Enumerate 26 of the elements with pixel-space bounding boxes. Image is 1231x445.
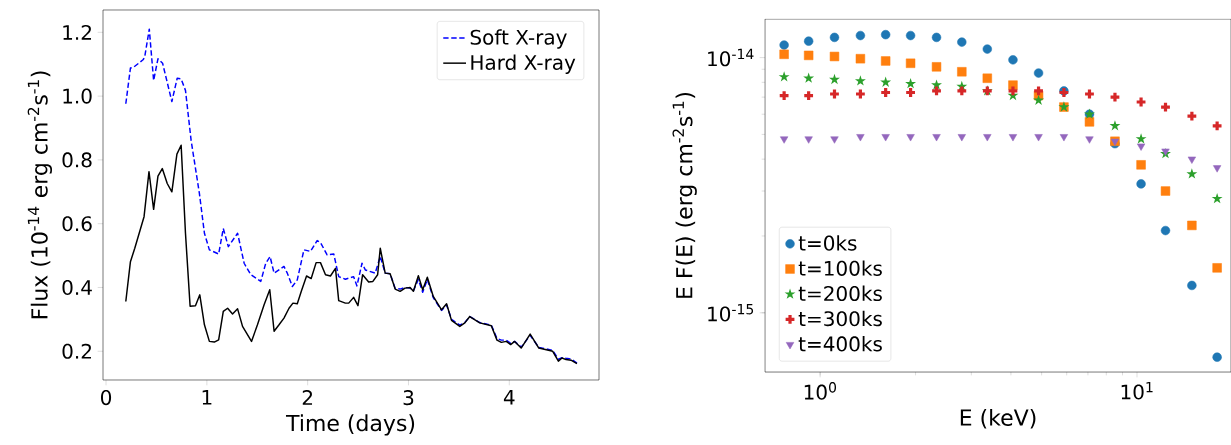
x-tick-label: 0: [100, 390, 112, 406]
legend-label: Hard X-ray: [471, 54, 576, 74]
x-tick-label: 4: [503, 390, 515, 405]
y-axis-title: Flux (10$^{-14}$ erg cm$^{-2}$s$^{-1}$): [27, 71, 53, 319]
y-tick-label: 10$^{-14}$: [708, 48, 754, 67]
y-tick-label: 1.0: [63, 88, 92, 104]
legend-label: t=300ks: [798, 310, 882, 327]
legend-label: t=400ks: [798, 336, 882, 352]
x-tick-label: 10$^{1}$: [1121, 382, 1153, 400]
x-tick-label: 2: [302, 390, 313, 405]
x-axis-title: E (keV): [960, 408, 1036, 429]
legend-label: t=100ks: [798, 260, 882, 276]
y-tick-label: 1.2: [63, 24, 91, 40]
legend-label: t=200ks: [798, 285, 882, 302]
y-tick-label: 0.6: [62, 216, 92, 232]
y-tick-label: 0.2: [62, 343, 91, 359]
x-tick-label: 1: [202, 390, 212, 405]
y-axis-title: E F(E) (erg cm$^{-2}$s$^{-1}$): [672, 92, 697, 298]
x-tick-label: 10$^{0}$: [804, 382, 837, 400]
y-tick-label: 10$^{-15}$: [708, 304, 754, 322]
y-tick-label: 0.4: [62, 279, 92, 296]
legend-label: Soft X-ray: [470, 29, 567, 49]
legend-label: t=0ks: [798, 235, 857, 251]
x-tick-label: 3: [403, 390, 414, 406]
x-axis-title: Time (days): [285, 414, 415, 436]
y-tick-label: 0.8: [62, 152, 92, 168]
